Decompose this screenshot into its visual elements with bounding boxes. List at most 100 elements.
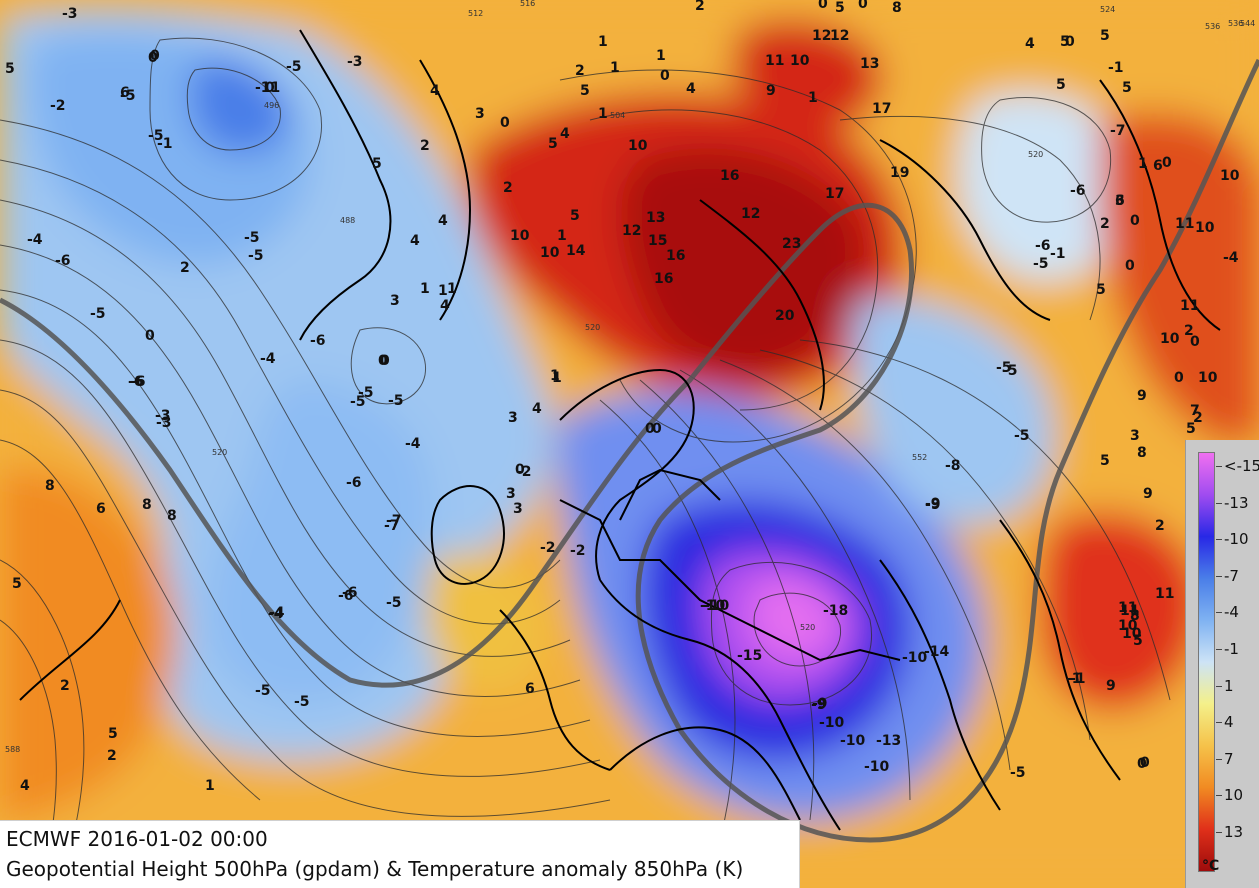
- temperature-anomaly-label: -5: [286, 59, 302, 75]
- temperature-anomaly-label: 17: [872, 101, 891, 117]
- temperature-anomaly-label: -9: [812, 696, 828, 712]
- legend-label: -13: [1224, 494, 1249, 512]
- temperature-anomaly-label: 12: [812, 28, 831, 44]
- temperature-anomaly-label: 9: [1143, 486, 1153, 502]
- legend-tick: [1216, 759, 1222, 760]
- temperature-anomaly-label: -14: [924, 644, 950, 660]
- legend-label: 7: [1224, 750, 1234, 768]
- temperature-anomaly-label: 5: [835, 0, 845, 16]
- temperature-anomaly-label: 16: [666, 248, 685, 264]
- temperature-anomaly-label: -6: [1035, 238, 1051, 254]
- temperature-anomaly-label: 0: [818, 0, 828, 12]
- temperature-anomaly-label: 0: [1125, 258, 1135, 274]
- temperature-anomaly-label: 7: [1190, 403, 1200, 419]
- temperature-anomaly-label: 4: [560, 126, 570, 142]
- temperature-anomaly-label: -18: [823, 603, 848, 619]
- coastlines: [19, 29, 1221, 831]
- legend-label: -4: [1224, 603, 1239, 621]
- temperature-anomaly-label: 11: [1180, 298, 1199, 314]
- temperature-anomaly-label: 0: [858, 0, 868, 12]
- temperature-anomaly-label: 12: [741, 206, 760, 222]
- temperature-anomaly-label: -6: [346, 475, 362, 491]
- temperature-anomaly-label: 3: [390, 293, 400, 309]
- temperature-anomaly-label: 5: [1133, 633, 1143, 649]
- temperature-anomaly-label: 9: [1137, 388, 1147, 404]
- contour-value-label: 552: [912, 453, 927, 462]
- temperature-anomaly-label: 5: [1060, 34, 1070, 50]
- temperature-anomaly-label: 5: [580, 83, 590, 99]
- temperature-anomaly-label: 2: [1184, 323, 1194, 339]
- temperature-anomaly-label: 3: [1130, 428, 1140, 444]
- temperature-anomaly-label: 8: [892, 0, 902, 16]
- temperature-anomaly-label: -4: [27, 232, 43, 248]
- temperature-anomaly-label: 5: [5, 61, 15, 77]
- temperature-anomaly-label: 8: [1137, 445, 1147, 461]
- contour-value-label: 496: [264, 101, 279, 110]
- contour-value-label: 544: [1240, 19, 1255, 28]
- temperature-anomaly-label: -3: [156, 415, 172, 431]
- temperature-anomaly-label: 4: [440, 298, 450, 314]
- contour-value-label: 488: [340, 216, 355, 225]
- contour-value-label: 536: [1228, 19, 1243, 28]
- temperature-anomaly-label: 10: [628, 138, 648, 154]
- temperature-anomaly-label: -1: [1070, 671, 1086, 687]
- temperature-anomaly-label: 1: [598, 34, 608, 50]
- temperature-anomaly-label: 1: [438, 283, 448, 299]
- temperature-anomaly-label: 0: [150, 48, 160, 64]
- temperature-anomaly-label: 1: [447, 281, 457, 297]
- temperature-anomaly-label: 1: [656, 48, 666, 64]
- legend-label: -1: [1224, 640, 1239, 658]
- temperature-anomaly-label: 5: [1100, 453, 1110, 469]
- temperature-anomaly-label: 10: [1195, 220, 1215, 236]
- temperature-anomaly-label: 10: [790, 53, 810, 69]
- temperature-anomaly-label: 19: [890, 165, 909, 181]
- temperature-anomaly-label: 2: [420, 138, 430, 154]
- temperature-anomaly-label: -10: [840, 733, 866, 749]
- temperature-anomaly-label: 1: [205, 778, 215, 794]
- contour-value-label: 512: [468, 9, 483, 18]
- temperature-anomaly-label: 0: [1130, 213, 1140, 229]
- temperature-anomaly-label: -5: [358, 385, 374, 401]
- temperature-anomaly-label: -2: [50, 98, 66, 114]
- temperature-anomaly-label: 4: [532, 401, 542, 417]
- temperature-anomaly-label: -5: [255, 683, 271, 699]
- temperature-anomaly-label: 3: [1115, 193, 1125, 209]
- temperature-anomaly-label: 16: [720, 168, 739, 184]
- temperature-anomaly-label: -6: [310, 333, 326, 349]
- temperature-anomaly-label: 0: [1162, 155, 1172, 171]
- temperature-anomaly-label: 8: [142, 497, 152, 513]
- temperature-anomaly-label: 0: [265, 80, 275, 96]
- temperature-anomaly-label: 8: [1130, 608, 1140, 624]
- temperature-anomaly-label: 11: [1155, 586, 1174, 602]
- contour-value-label: 524: [1100, 5, 1115, 14]
- temperature-anomaly-label: 1: [550, 368, 560, 384]
- temperature-anomaly-label: 10: [1160, 331, 1180, 347]
- temperature-anomaly-label: 12: [622, 223, 641, 239]
- temperature-anomaly-label: 11: [1120, 603, 1139, 619]
- temperature-anomaly-label: 5: [570, 208, 580, 224]
- legend-label: 4: [1224, 713, 1234, 731]
- temperature-anomaly-label: -5: [90, 306, 106, 322]
- legend-label: <-15: [1224, 457, 1259, 475]
- temperature-anomaly-label: 4: [20, 778, 30, 794]
- temperature-anomaly-label: 0: [500, 115, 510, 131]
- temperature-anomaly-label: -1: [1066, 671, 1082, 687]
- map-subtitle: Geopotential Height 500hPa (gpdam) & Tem…: [6, 857, 744, 881]
- temperature-anomaly-label: 5: [12, 576, 22, 592]
- contour-value-label: 588: [5, 745, 20, 754]
- temperature-anomaly-label: 20: [775, 308, 795, 324]
- temperature-anomaly-label: -7: [384, 518, 400, 534]
- contour-value-label: 520: [585, 323, 600, 332]
- temperature-anomaly-label: -6: [55, 253, 71, 269]
- temperature-anomaly-label: 5: [1056, 77, 1066, 93]
- temperature-anomaly-label: 17: [825, 186, 844, 202]
- temperature-anomaly-label: -10: [902, 650, 928, 666]
- temperature-anomaly-label: 1: [557, 228, 567, 244]
- legend-tick: [1216, 466, 1222, 467]
- temperature-anomaly-label: 23: [782, 236, 801, 252]
- temperature-anomaly-label: 6: [525, 681, 535, 697]
- map-title: ECMWF 2016-01-02 00:00: [6, 827, 268, 851]
- temperature-anomaly-label: 5: [1096, 282, 1106, 298]
